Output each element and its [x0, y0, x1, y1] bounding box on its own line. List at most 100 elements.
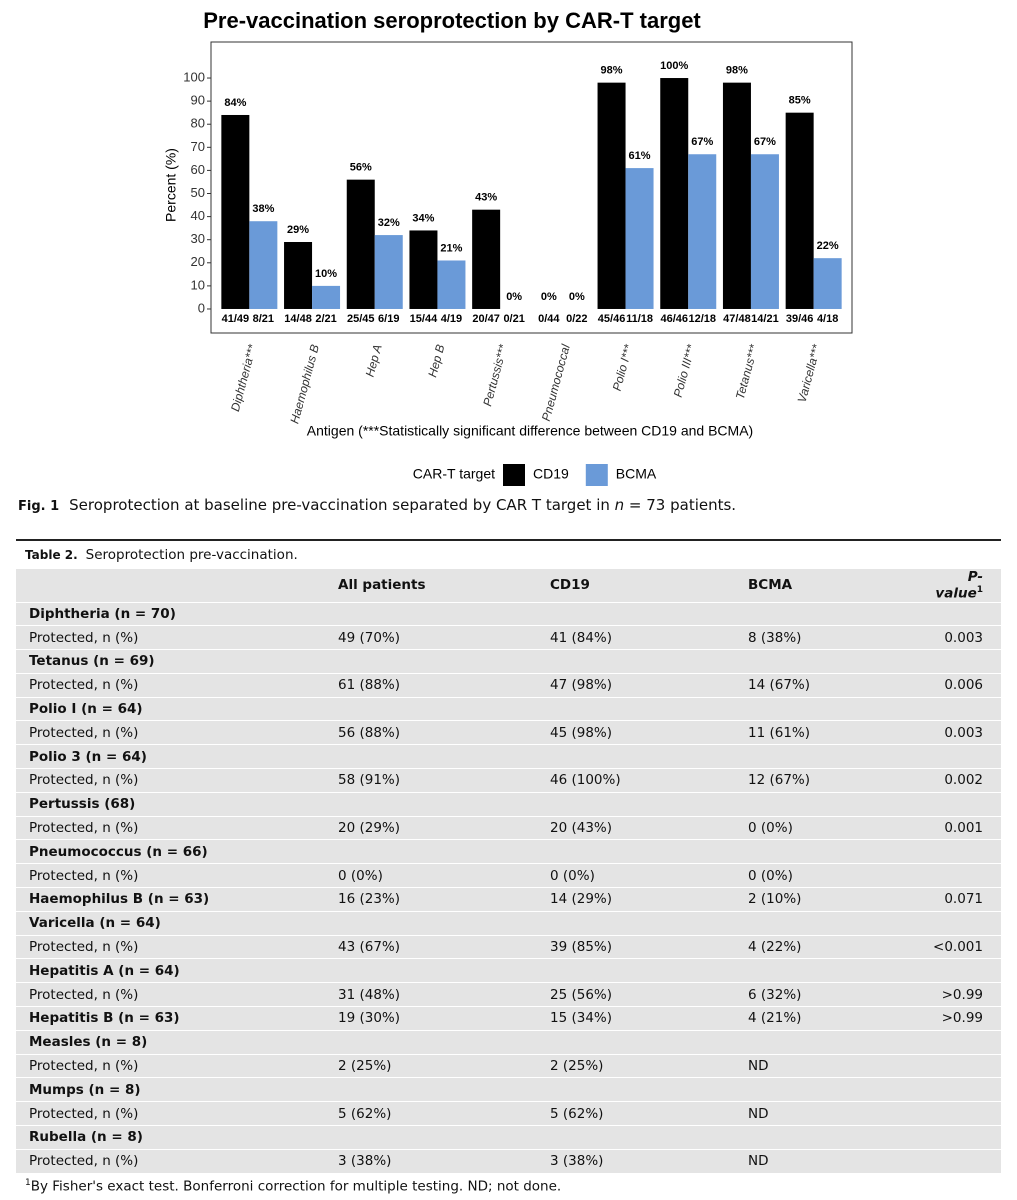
table-cell	[931, 1125, 1001, 1150]
count-label: 11/18	[626, 313, 653, 325]
table-cell	[931, 697, 1001, 722]
caption-text: Seroprotection at baseline pre-vaccinati…	[69, 496, 615, 514]
table-cell: 31 (48%)	[338, 982, 550, 1008]
table-cell: Protected, n (%)	[16, 863, 338, 889]
table-cell: 0 (0%)	[748, 816, 931, 841]
table-cell	[550, 697, 748, 722]
x-tick-label: Haemophilus B	[287, 343, 322, 425]
footnote-text: By Fisher's exact test. Bonferroni corre…	[30, 1178, 562, 1195]
x-tick-label: Hep B	[425, 343, 447, 379]
table-row: Protected, n (%) 5 (62%) 5 (62%) ND	[16, 1101, 1001, 1127]
footnote: 1By Fisher's exact test. Bonferroni corr…	[16, 1174, 1001, 1195]
table-cell	[550, 911, 748, 936]
y-tick-label: 20	[191, 254, 205, 269]
table-cell: 5 (62%)	[550, 1101, 748, 1127]
bar	[660, 78, 689, 309]
value-label: 21%	[440, 242, 462, 254]
table-cell: Pertussis (68)	[16, 792, 338, 817]
table-cell: CD19	[550, 569, 748, 603]
header-mark: 1	[976, 585, 983, 595]
table-cell: 0 (0%)	[748, 863, 931, 889]
value-label: 67%	[754, 136, 776, 148]
table-cell: 56 (88%)	[338, 720, 550, 746]
table-row: Varicella (n = 64)	[16, 911, 1001, 936]
x-tick-label: Varicella***	[795, 343, 824, 404]
bar	[437, 260, 466, 309]
bar	[722, 82, 751, 309]
table-cell: >0.99	[931, 982, 1001, 1008]
table-cell: 58 (91%)	[338, 768, 550, 793]
table-cell	[748, 1125, 931, 1150]
count-label: 0/21	[503, 313, 524, 325]
bar	[813, 258, 842, 309]
table-cell: 47 (98%)	[550, 673, 748, 698]
table-cell: Protected, n (%)	[16, 1054, 338, 1079]
table-cell: 5 (62%)	[338, 1101, 550, 1127]
table-cell: <0.001	[931, 935, 1001, 960]
table-row: Pertussis (68)	[16, 792, 1001, 817]
table-cell: 20 (43%)	[550, 816, 748, 841]
table-cell	[748, 958, 931, 984]
bar	[312, 285, 341, 309]
table-cell: Protected, n (%)	[16, 625, 338, 651]
table-cell: Protected, n (%)	[16, 673, 338, 698]
table-cell: ND	[748, 1101, 931, 1127]
footnote-mark: 1	[25, 1177, 31, 1188]
y-tick-label: 0	[198, 300, 205, 315]
table-cell: Pneumococcus (n = 66)	[16, 839, 338, 865]
table-row: Protected, n (%) 56 (88%) 45 (98%) 11 (61%)…	[16, 720, 1001, 746]
table-cell	[931, 1077, 1001, 1103]
table-cell: 2 (25%)	[338, 1054, 550, 1079]
table-cell	[748, 1030, 931, 1055]
table-cell: 0.003	[931, 625, 1001, 651]
table-cell: 3 (38%)	[338, 1149, 550, 1174]
table-cell: 0.071	[931, 887, 1001, 912]
table-cell: ND	[748, 1054, 931, 1079]
y-tick-label: 60	[191, 162, 205, 177]
table-cell	[931, 863, 1001, 889]
table-cell	[931, 958, 1001, 984]
table-cell: 0 (0%)	[550, 863, 748, 889]
count-label: 14/21	[751, 313, 779, 325]
count-label: 12/18	[688, 313, 716, 325]
table-cell: Protected, n (%)	[16, 720, 338, 746]
chart: Pre-vaccination seroprotection by CAR-T …	[163, 8, 853, 486]
table-cell	[550, 744, 748, 770]
table-label: Table 2.	[25, 548, 78, 562]
table-cell: Protected, n (%)	[16, 768, 338, 793]
table-row: Protected, n (%) 58 (91%) 46 (100%) 12 (67%…	[16, 768, 1001, 793]
table-cell: Polio 3 (n = 64)	[16, 744, 338, 770]
value-label: 67%	[691, 136, 713, 148]
table-cell	[748, 602, 931, 627]
table-cell	[931, 1101, 1001, 1127]
table-cell: 0.006	[931, 673, 1001, 698]
table-cell: Rubella (n = 8)	[16, 1125, 338, 1150]
value-label: 43%	[475, 192, 497, 204]
x-tick-label: Diphtheria***	[228, 343, 259, 413]
table-row: Haemophilus B (n = 63) 16 (23%) 14 (29%) 2 …	[16, 887, 1001, 912]
y-tick-label: 80	[191, 116, 205, 131]
table-cell: Haemophilus B (n = 63)	[16, 887, 338, 912]
table-cell: Measles (n = 8)	[16, 1030, 338, 1055]
table-cell	[931, 1030, 1001, 1055]
caption-text: = 73 patients.	[624, 496, 737, 514]
table-row: Hepatitis B (n = 63) 19 (30%) 15 (34%) 4 (2…	[16, 1006, 1001, 1031]
table-cell: Hepatitis B (n = 63)	[16, 1006, 338, 1031]
x-tick-label: Pertussis***	[480, 343, 510, 408]
table-cell	[931, 792, 1001, 817]
table-cell	[16, 569, 338, 603]
y-tick-label: 70	[191, 139, 205, 154]
table-cell	[550, 958, 748, 984]
table: All patients CD19 BCMA P-value1 Diphtheria (…	[16, 569, 1001, 1174]
table-cell: 45 (98%)	[550, 720, 748, 746]
table-cell	[748, 744, 931, 770]
x-tick-label: Tetanus***	[733, 343, 761, 401]
table-cell: Tetanus (n = 69)	[16, 649, 338, 674]
count-label: 0/44	[538, 313, 560, 325]
count-label: 14/48	[284, 313, 312, 325]
count-label: 2/21	[315, 313, 336, 325]
table-cell: 4 (22%)	[748, 935, 931, 960]
table-cell: 0.002	[931, 768, 1001, 793]
value-label: 29%	[287, 224, 309, 236]
